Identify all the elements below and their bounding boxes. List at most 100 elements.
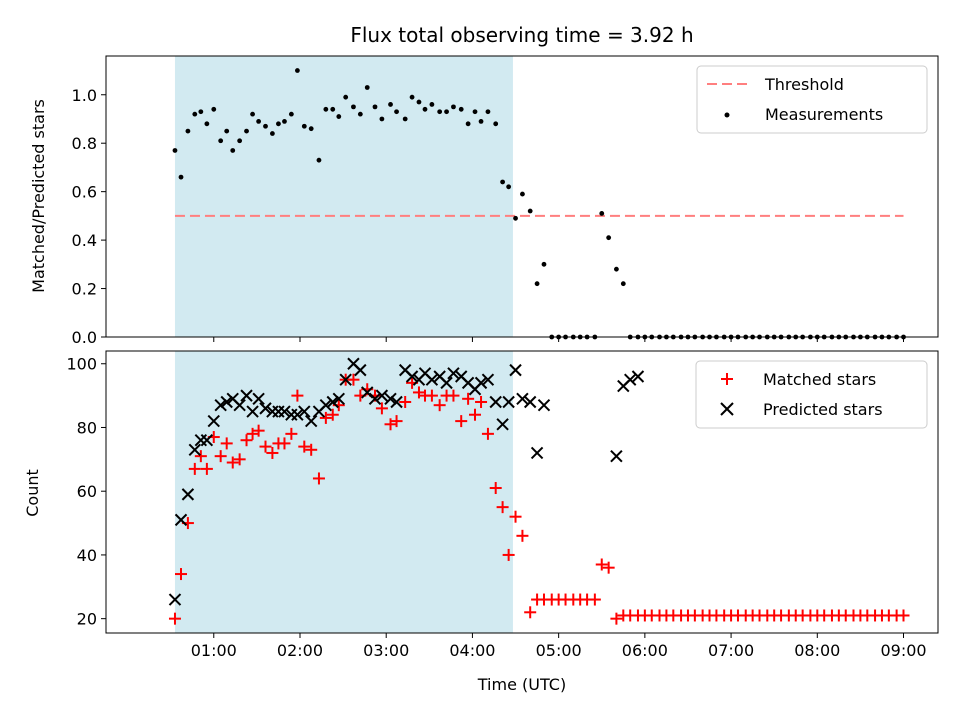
predicted-star-point <box>523 395 537 409</box>
matched-star-point <box>291 389 304 402</box>
matched-star-point <box>481 427 494 440</box>
matched-star-point <box>897 609 910 622</box>
measurements-legend-label: Measurements <box>765 105 883 124</box>
matched-star-point <box>246 427 259 440</box>
top-y-tick-label: 0.8 <box>72 134 97 153</box>
measurement-point <box>288 111 294 117</box>
matched-star-point <box>502 548 515 561</box>
predicted-star-point <box>252 392 265 406</box>
measurement-point <box>379 116 385 122</box>
measurement-point <box>394 109 399 115</box>
predicted-star-point <box>405 370 419 383</box>
measurement-point <box>316 157 322 163</box>
predicted-star-point <box>339 373 352 386</box>
top-panel: 0.0 0.2 0.4 0.6 0.8 1.0 Matched/Predicted sta… <box>29 55 939 347</box>
matched-star-point <box>312 472 325 485</box>
measurement-point <box>185 128 191 134</box>
measurement-point <box>218 138 224 144</box>
measurement-point <box>237 138 243 144</box>
measurements-legend-marker <box>724 112 730 118</box>
matched-star-point <box>433 399 446 412</box>
matched-star-point <box>305 443 318 456</box>
predicted-star-point <box>489 395 502 409</box>
matched-star-point <box>285 427 298 440</box>
measurement-point <box>244 128 249 134</box>
measurement-point <box>336 114 342 119</box>
predicted-star-point <box>610 449 623 463</box>
predicted-star-point <box>447 367 460 380</box>
x-tick-label: 01:00 <box>191 641 237 660</box>
predicted-star-point <box>246 405 259 418</box>
measurement-point <box>506 184 512 190</box>
predicted-star-point <box>188 443 202 456</box>
top-panel-frame <box>105 55 939 338</box>
predicted-star-point <box>537 398 551 412</box>
threshold-legend-label: Threshold <box>764 75 844 94</box>
measurement-point <box>429 102 435 107</box>
measurement-point <box>478 119 484 124</box>
top-panel-y-ticks: 0.0 0.2 0.4 0.6 0.8 1.0 <box>72 86 106 347</box>
matched-star-point <box>298 440 311 453</box>
matched-star-point <box>278 437 291 450</box>
measurement-point <box>230 148 236 153</box>
predicted-star-point <box>200 434 214 447</box>
predicted-star-point <box>291 408 304 421</box>
measurement-point <box>263 123 268 129</box>
measurement-point <box>276 121 281 127</box>
measurement-point <box>520 191 525 197</box>
predicted-star-point <box>298 405 311 418</box>
matched-star-point <box>455 415 468 428</box>
predicted-star-point <box>623 373 637 386</box>
measurement-point <box>444 109 449 115</box>
predicted-star-point <box>354 363 367 377</box>
measurement-point <box>256 119 262 124</box>
x-tick-label: 05:00 <box>536 641 582 660</box>
predicted-star-point <box>326 395 339 409</box>
matched-star-point <box>469 408 482 421</box>
predicted-star-point <box>174 513 188 527</box>
measurement-point <box>485 109 491 115</box>
predicted-star-point <box>278 405 291 418</box>
predicted-star-point <box>259 402 272 415</box>
measurement-point <box>323 106 329 112</box>
measurement-point <box>308 126 314 132</box>
star-count-points <box>168 357 910 625</box>
x-tick-label: 04:00 <box>449 641 495 660</box>
matched-star-point <box>252 424 265 437</box>
measurement-point <box>357 111 363 117</box>
measurement-point <box>364 85 370 90</box>
measurement-point <box>500 179 506 185</box>
measurement-point <box>301 123 307 129</box>
predicted-star-point <box>440 376 453 390</box>
matched-star-point <box>399 395 412 408</box>
bottom-y-tick-label: 40 <box>77 546 97 565</box>
top-panel-shaded-interval <box>174 56 513 337</box>
bottom-y-tick-label: 60 <box>77 482 97 501</box>
top-y-tick-label: 0.2 <box>72 280 97 299</box>
measurement-point <box>493 121 499 127</box>
measurement-point <box>422 106 428 112</box>
measurement-point <box>458 106 464 112</box>
matched-star-point <box>326 408 339 421</box>
matched-legend-marker <box>721 373 733 385</box>
measurement-point <box>606 235 612 241</box>
predicted-star-point <box>375 389 389 402</box>
measurement-point <box>343 94 349 100</box>
measurement-point <box>534 281 540 287</box>
x-tick-label: 09:00 <box>880 641 926 660</box>
measurement-point <box>270 131 275 136</box>
measurement-point <box>437 109 443 115</box>
matched-star-point <box>412 386 425 399</box>
predicted-star-point <box>181 488 195 501</box>
predicted-star-point <box>631 370 645 383</box>
top-y-tick-label: 1.0 <box>72 86 97 105</box>
predicted-star-point <box>390 395 403 409</box>
matched-star-point <box>188 462 201 475</box>
predicted-star-point <box>384 392 397 406</box>
measurement-point <box>172 148 178 153</box>
matched-star-point <box>194 450 207 463</box>
predicted-star-point <box>332 392 345 406</box>
top-y-tick-label: 0.0 <box>72 328 97 347</box>
measurement-point <box>198 109 204 115</box>
